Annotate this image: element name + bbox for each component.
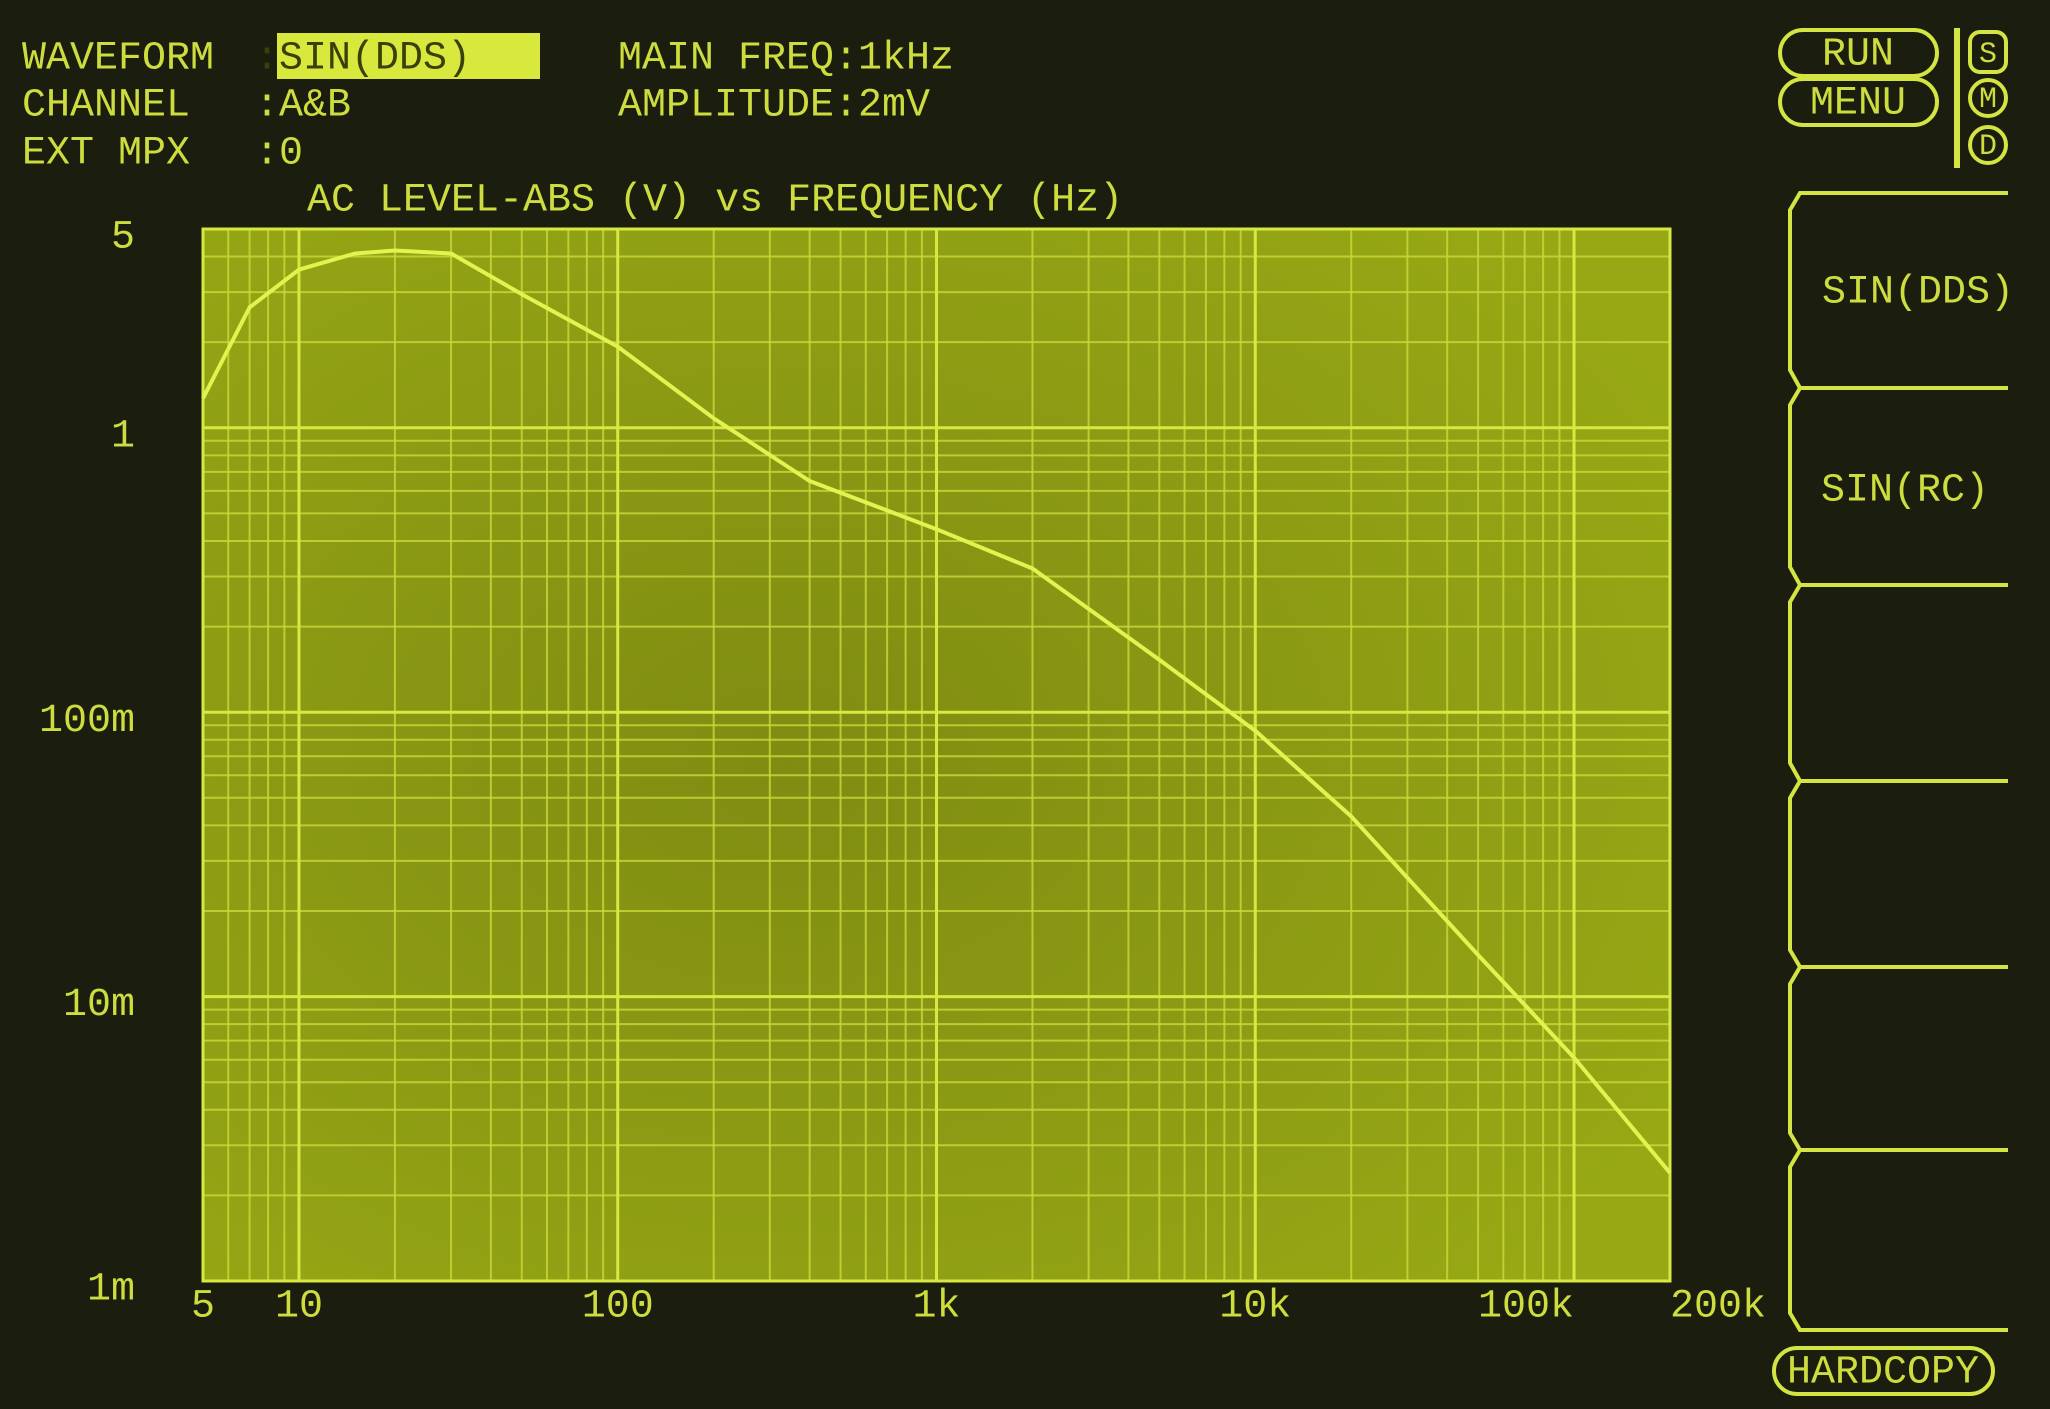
y-tick-label: 100m <box>39 699 135 744</box>
indicator-label: D <box>1979 130 1997 164</box>
indicator-label: S <box>1979 38 1997 72</box>
x-tick-label: 100k <box>1478 1285 1574 1330</box>
button-frame <box>1778 28 1939 78</box>
channel-label: CHANNEL <box>22 84 190 129</box>
y-tick-label: 10m <box>63 983 135 1028</box>
softkey-frames <box>1788 191 2008 1332</box>
menu-button[interactable]: MENU <box>1778 77 1939 127</box>
plot-border <box>201 227 1672 1283</box>
indicator-frame <box>1968 78 2008 118</box>
button-frame <box>1772 1346 1995 1396</box>
indicator-label: M <box>1979 83 1997 117</box>
highlight <box>277 33 540 79</box>
y-tick-label: 1m <box>87 1268 135 1313</box>
indicator-frame <box>1968 125 2008 165</box>
main-freq: MAIN FREQ:1kHz <box>618 37 954 82</box>
button-label: RUN <box>1822 33 1894 78</box>
softkey-label: SIN(RC) <box>1821 469 1989 514</box>
hardcopy-button[interactable]: HARDCOPY <box>1772 1346 1995 1396</box>
x-tick-label: 1k <box>912 1285 960 1330</box>
x-tick-label: 10k <box>1219 1285 1291 1330</box>
amplitude: AMPLITUDE:2mV <box>618 84 930 129</box>
x-tick-label: 10 <box>275 1285 323 1330</box>
ext-mpx-label: EXT MPX <box>22 132 190 177</box>
waveform-value: :SIN(DDS) <box>255 37 471 82</box>
waveform-label: WAVEFORM <box>22 37 214 82</box>
data-line <box>201 248 1672 1175</box>
ext-mpx-value: :0 <box>255 132 303 177</box>
softkey-label: SIN(DDS) <box>1822 271 2014 316</box>
y-tick-label: 1 <box>111 414 135 459</box>
x-tick-label: 5 <box>191 1285 215 1330</box>
indicator-frame <box>1968 30 2008 74</box>
button-label: MENU <box>1810 82 1906 127</box>
channel-value: :A&B <box>255 84 351 129</box>
chart-title: AC LEVEL-ABS (V) vs FREQUENCY (Hz) <box>307 179 1123 224</box>
button-label: HARDCOPY <box>1787 1351 1979 1396</box>
button-frame <box>1778 77 1939 127</box>
y-tick-label: 5 <box>111 216 135 261</box>
plot: 5 10 100 1k 10k 100k 200k 1m 10m 100m 1 5 <box>39 216 1766 1330</box>
indicator: S M D <box>1968 30 2008 165</box>
x-tick-label: 200k <box>1670 1285 1766 1330</box>
run-button[interactable]: RUN <box>1778 28 1939 78</box>
x-tick-label: 100 <box>582 1285 654 1330</box>
